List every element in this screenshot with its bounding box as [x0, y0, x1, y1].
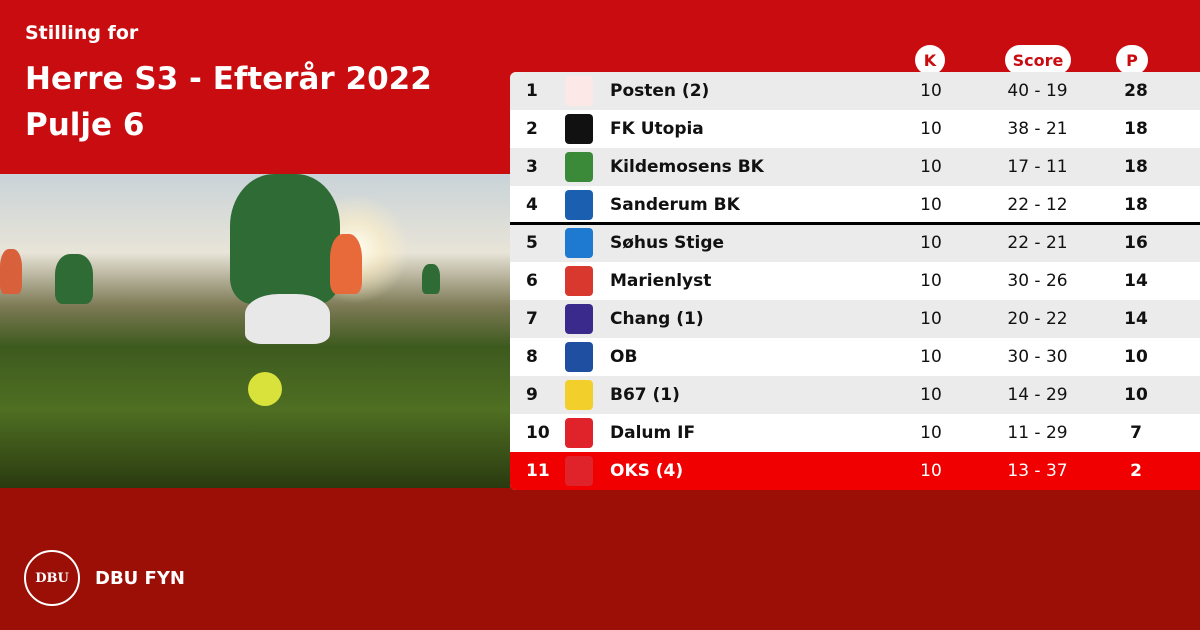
p-cell: 28 — [1124, 81, 1148, 101]
column-header-score: Score — [1005, 45, 1071, 75]
team-logo-icon — [565, 76, 593, 106]
p-cell: 18 — [1124, 119, 1148, 139]
rank-cell: 4 — [526, 195, 538, 215]
k-cell: 10 — [920, 461, 942, 481]
score-cell: 22 - 21 — [1007, 233, 1068, 253]
k-cell: 10 — [920, 233, 942, 253]
team-name: Søhus Stige — [610, 233, 725, 253]
table-row: 3 Kildemosens BK 10 17 - 11 18 — [510, 148, 1200, 186]
team-logo-icon — [565, 228, 593, 258]
player-far — [422, 264, 440, 294]
k-cell: 10 — [920, 309, 942, 329]
team-logo-icon — [565, 266, 593, 296]
rank-cell: 10 — [526, 423, 550, 443]
org-name: DBU FYN — [95, 568, 185, 589]
player-edge — [0, 249, 22, 294]
p-cell: 10 — [1124, 385, 1148, 405]
player-figure — [230, 174, 340, 304]
k-cell: 10 — [920, 385, 942, 405]
team-logo-icon — [565, 152, 593, 182]
table-row: 7 Chang (1) 10 20 - 22 14 — [510, 300, 1200, 338]
table-row: 9 B67 (1) 10 14 - 29 10 — [510, 376, 1200, 414]
k-cell: 10 — [920, 423, 942, 443]
team-logo-icon — [565, 418, 593, 448]
team-name: OB — [610, 347, 638, 367]
player-shorts — [245, 294, 330, 344]
score-cell: 13 - 37 — [1007, 461, 1068, 481]
table-row: 2 FK Utopia 10 38 - 21 18 — [510, 110, 1200, 148]
title-line-1: Herre S3 - Efterår 2022 — [25, 61, 432, 97]
table-row: 8 OB 10 30 - 30 10 — [510, 338, 1200, 376]
dbu-logo: DBU — [24, 550, 80, 606]
standings-table: 1 Posten (2) 10 40 - 19 28 2 FK Utopia 10 38 - 2… — [510, 72, 1200, 490]
score-cell: 30 - 26 — [1007, 271, 1068, 291]
k-cell: 10 — [920, 157, 942, 177]
team-name: OKS (4) — [610, 461, 684, 481]
p-cell: 14 — [1124, 309, 1148, 329]
score-cell: 40 - 19 — [1007, 81, 1068, 101]
column-header-k: K — [915, 45, 945, 75]
team-logo-icon — [565, 190, 593, 220]
k-cell: 10 — [920, 81, 942, 101]
score-cell: 20 - 22 — [1007, 309, 1068, 329]
k-cell: 10 — [920, 271, 942, 291]
score-cell: 14 - 29 — [1007, 385, 1068, 405]
subtitle: Stilling for — [25, 22, 139, 44]
team-logo-icon — [565, 380, 593, 410]
k-cell: 10 — [920, 195, 942, 215]
rank-cell: 8 — [526, 347, 538, 367]
column-header-p: P — [1116, 45, 1148, 75]
score-cell: 30 - 30 — [1007, 347, 1068, 367]
score-cell: 22 - 12 — [1007, 195, 1068, 215]
team-name: Dalum IF — [610, 423, 696, 443]
table-row: 5 Søhus Stige 10 22 - 21 16 — [510, 224, 1200, 262]
team-logo-icon — [565, 114, 593, 144]
score-cell: 17 - 11 — [1007, 157, 1068, 177]
team-name: Marienlyst — [610, 271, 712, 291]
rank-cell: 11 — [526, 461, 550, 481]
team-name: Posten (2) — [610, 81, 710, 101]
k-cell: 10 — [920, 347, 942, 367]
p-cell: 16 — [1124, 233, 1148, 253]
team-name: FK Utopia — [610, 119, 704, 139]
team-name: Chang (1) — [610, 309, 704, 329]
rank-cell: 2 — [526, 119, 538, 139]
promotion-line — [510, 222, 1200, 225]
score-cell: 38 - 21 — [1007, 119, 1068, 139]
table-row: 6 Marienlyst 10 30 - 26 14 — [510, 262, 1200, 300]
k-cell: 10 — [920, 119, 942, 139]
table-row: 1 Posten (2) 10 40 - 19 28 — [510, 72, 1200, 110]
p-cell: 18 — [1124, 195, 1148, 215]
table-row: 10 Dalum IF 10 11 - 29 7 — [510, 414, 1200, 452]
team-name: Kildemosens BK — [610, 157, 764, 177]
team-logo-icon — [565, 304, 593, 334]
p-cell: 14 — [1124, 271, 1148, 291]
team-logo-icon — [565, 342, 593, 372]
team-name: B67 (1) — [610, 385, 680, 405]
p-cell: 18 — [1124, 157, 1148, 177]
p-cell: 2 — [1130, 461, 1142, 481]
rank-cell: 5 — [526, 233, 538, 253]
rank-cell: 9 — [526, 385, 538, 405]
team-logo-icon — [565, 456, 593, 486]
player-orange — [330, 234, 362, 294]
table-row: 4 Sanderum BK 10 22 - 12 18 — [510, 186, 1200, 224]
ball — [248, 372, 282, 406]
team-name: Sanderum BK — [610, 195, 740, 215]
page-title: Herre S3 - Efterår 2022 Pulje 6 — [25, 56, 432, 148]
p-cell: 7 — [1130, 423, 1142, 443]
rank-cell: 1 — [526, 81, 538, 101]
rank-cell: 6 — [526, 271, 538, 291]
p-cell: 10 — [1124, 347, 1148, 367]
title-line-2: Pulje 6 — [25, 107, 145, 143]
rank-cell: 3 — [526, 157, 538, 177]
score-cell: 11 - 29 — [1007, 423, 1068, 443]
rank-cell: 7 — [526, 309, 538, 329]
football-photo — [0, 174, 510, 488]
player-left — [55, 254, 93, 304]
table-row: 11 OKS (4) 10 13 - 37 2 — [510, 452, 1200, 490]
